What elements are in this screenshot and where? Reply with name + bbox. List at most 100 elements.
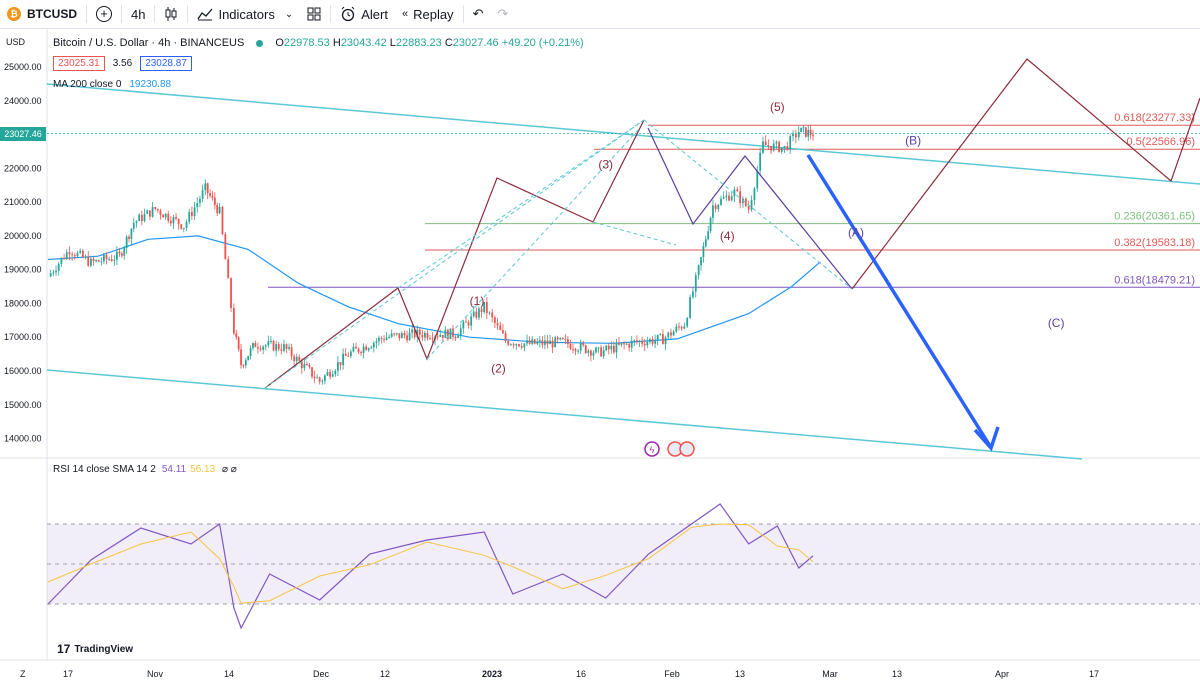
impulse-wave-path	[264, 119, 645, 389]
candle-body	[242, 365, 245, 367]
candle-body	[475, 311, 478, 318]
candle-body	[308, 365, 311, 368]
candle-body	[110, 259, 113, 261]
candle-body	[393, 333, 396, 335]
candle-body	[507, 340, 510, 345]
candle-body	[218, 206, 221, 214]
candle-body	[672, 331, 675, 336]
wave-label: (4)	[720, 229, 735, 243]
candle-body	[92, 258, 95, 262]
candle-body	[618, 342, 620, 345]
chart-type-button[interactable]	[157, 0, 185, 28]
candle-body	[329, 372, 331, 377]
candle-body	[154, 206, 157, 209]
price-tick-label: 14000.00	[4, 434, 42, 444]
candle-body	[646, 341, 649, 346]
candle-body	[103, 254, 105, 262]
alert-button[interactable]: Alert	[333, 0, 395, 28]
candle-body	[526, 340, 528, 344]
candle-body	[375, 341, 378, 344]
candle-body	[148, 210, 151, 217]
candle-body	[76, 252, 79, 257]
candle-body	[247, 355, 250, 361]
candle-body	[582, 343, 585, 346]
us-flag-event-icon	[679, 441, 695, 457]
redo-button[interactable]: ↷	[490, 0, 515, 28]
candle-body	[257, 346, 259, 349]
candle-body	[172, 217, 175, 224]
fib-connector-line	[592, 221, 677, 246]
undo-button[interactable]: ↶	[466, 0, 491, 28]
candle-body	[87, 256, 90, 266]
candle-body	[262, 346, 265, 350]
tradingview-logo[interactable]: 17 TradingView	[53, 640, 138, 658]
sell-price[interactable]: 23025.31	[53, 56, 105, 71]
rsi-legend[interactable]: RSI 14 close SMA 14 2 54.11 56.13 ⌀ ⌀	[53, 464, 237, 475]
candle-body	[344, 353, 347, 356]
candle-body	[416, 329, 419, 338]
candle-body	[321, 380, 324, 382]
candle-body	[750, 199, 753, 210]
candle-body	[123, 247, 126, 256]
layout-button[interactable]	[300, 0, 328, 28]
fib-level-label: 0.618(18479.21)	[1114, 274, 1195, 286]
indicators-button[interactable]: Indicators ⌄	[190, 0, 300, 28]
candle-body	[744, 198, 747, 206]
candle-body	[406, 335, 408, 341]
candle-body	[561, 337, 564, 340]
divider	[330, 5, 332, 23]
time-tick-label: Nov	[147, 669, 164, 679]
candle-body	[544, 340, 546, 345]
candle-body	[100, 261, 103, 263]
candle-body	[303, 363, 306, 369]
candle-body	[316, 377, 319, 379]
currency-label[interactable]: USD	[6, 37, 26, 47]
candle-body	[512, 344, 515, 346]
compare-button[interactable]: +	[89, 0, 119, 28]
candle-body	[52, 272, 55, 274]
candle-body	[73, 255, 76, 257]
candle-body	[235, 333, 238, 338]
rewind-icon: «	[401, 8, 409, 20]
candle-body	[108, 259, 110, 261]
ma-legend[interactable]: MA 200 close 0 19230.88	[53, 79, 172, 90]
candle-body	[569, 344, 572, 349]
candle-body	[459, 328, 462, 336]
flash-glyph: ϟ	[650, 445, 655, 455]
event-icons[interactable]: ϟ	[644, 441, 695, 457]
candle-body	[140, 214, 143, 222]
ma-value: 19230.88	[129, 79, 172, 90]
candle-body	[275, 344, 278, 351]
chart-legend: Bitcoin / U.S. Dollar · 4h · BINANCEUS O…	[53, 37, 584, 49]
candle-body	[421, 334, 424, 338]
candle-body	[355, 346, 357, 349]
candle-body	[182, 227, 185, 229]
candle-body	[812, 134, 814, 137]
candle-body	[324, 375, 326, 381]
price-tick-label: 16000.00	[4, 366, 42, 376]
candle-body	[762, 141, 764, 153]
candle-body	[169, 220, 172, 224]
fib-level-label: 0.382(19583.18)	[1114, 237, 1195, 249]
candle-body	[587, 350, 590, 353]
time-axis: 17 Nov 14 Dec 12 2023 16 Feb 13 Mar 13 Apr 17 Z	[20, 669, 1099, 679]
candle-body	[607, 345, 610, 350]
interval-button[interactable]: 4h	[131, 6, 146, 22]
candle-body	[237, 337, 240, 350]
candle-body	[431, 338, 434, 340]
time-tick-label: 13	[735, 669, 745, 679]
candle-body	[628, 343, 631, 348]
candle-body	[546, 340, 549, 345]
candle-body	[480, 308, 483, 313]
candle-body	[452, 328, 454, 337]
candle-body	[499, 325, 502, 331]
replay-button[interactable]: « Replay	[395, 0, 461, 28]
symbol-search[interactable]: ₿ BTCUSD	[0, 0, 84, 28]
candle-body	[298, 356, 301, 361]
buy-price[interactable]: 23028.87	[140, 56, 192, 71]
candle-body	[605, 345, 608, 351]
candle-body	[483, 301, 486, 313]
bitcoin-icon: ₿	[7, 7, 21, 21]
candle-body	[792, 133, 794, 137]
